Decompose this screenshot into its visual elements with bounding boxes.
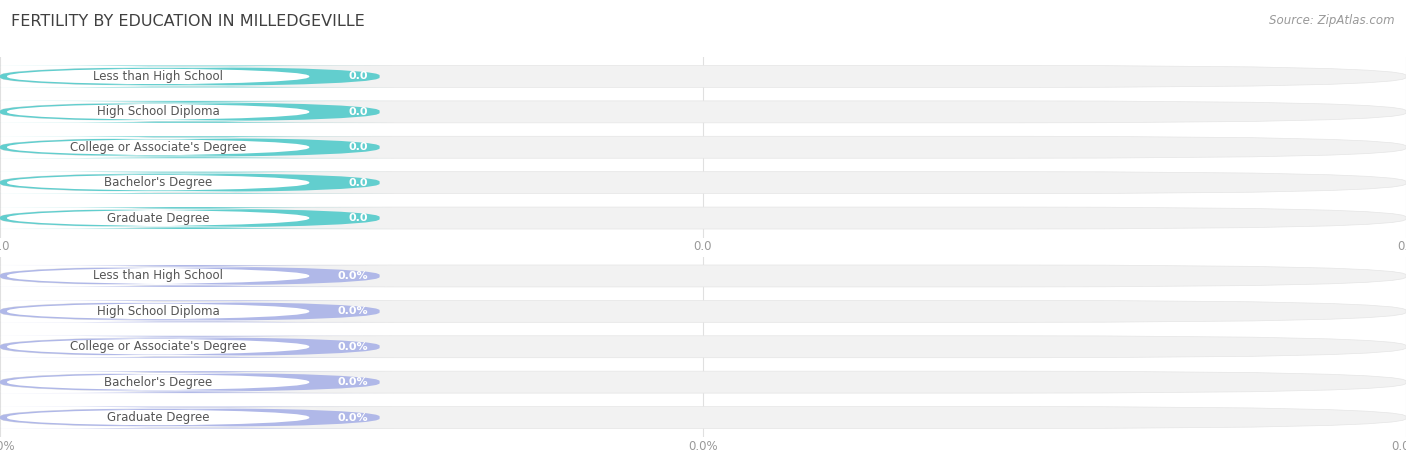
FancyBboxPatch shape <box>0 338 361 356</box>
FancyBboxPatch shape <box>0 408 361 427</box>
FancyBboxPatch shape <box>0 267 361 285</box>
Text: 0.0: 0.0 <box>349 71 368 82</box>
Text: 0.0%: 0.0% <box>337 342 368 352</box>
Text: 0.0%: 0.0% <box>337 377 368 387</box>
FancyBboxPatch shape <box>0 302 361 321</box>
FancyBboxPatch shape <box>0 101 1406 123</box>
Text: Less than High School: Less than High School <box>93 269 224 283</box>
FancyBboxPatch shape <box>0 207 1406 229</box>
FancyBboxPatch shape <box>0 336 1406 358</box>
FancyBboxPatch shape <box>0 171 1406 194</box>
FancyBboxPatch shape <box>0 136 394 158</box>
FancyBboxPatch shape <box>0 300 1406 323</box>
FancyBboxPatch shape <box>0 300 394 323</box>
Text: Graduate Degree: Graduate Degree <box>107 411 209 424</box>
Text: 0.0%: 0.0% <box>337 412 368 423</box>
Text: Less than High School: Less than High School <box>93 70 224 83</box>
FancyBboxPatch shape <box>0 265 394 287</box>
Text: 0.0: 0.0 <box>349 142 368 152</box>
FancyBboxPatch shape <box>0 336 394 358</box>
FancyBboxPatch shape <box>0 371 394 393</box>
FancyBboxPatch shape <box>0 265 1406 287</box>
FancyBboxPatch shape <box>0 136 1406 158</box>
FancyBboxPatch shape <box>0 171 394 194</box>
Text: High School Diploma: High School Diploma <box>97 105 219 118</box>
FancyBboxPatch shape <box>0 407 1406 428</box>
Text: Graduate Degree: Graduate Degree <box>107 211 209 225</box>
FancyBboxPatch shape <box>0 209 361 227</box>
Text: 0.0%: 0.0% <box>337 306 368 316</box>
Text: 0.0%: 0.0% <box>337 271 368 281</box>
FancyBboxPatch shape <box>0 207 394 229</box>
Text: College or Associate's Degree: College or Associate's Degree <box>70 340 246 353</box>
FancyBboxPatch shape <box>0 66 1406 87</box>
Text: FERTILITY BY EDUCATION IN MILLEDGEVILLE: FERTILITY BY EDUCATION IN MILLEDGEVILLE <box>11 14 366 29</box>
FancyBboxPatch shape <box>0 371 1406 393</box>
FancyBboxPatch shape <box>0 67 361 86</box>
FancyBboxPatch shape <box>0 101 394 123</box>
FancyBboxPatch shape <box>0 407 394 428</box>
Text: High School Diploma: High School Diploma <box>97 305 219 318</box>
Text: Bachelor's Degree: Bachelor's Degree <box>104 376 212 389</box>
Text: 0.0: 0.0 <box>349 107 368 117</box>
FancyBboxPatch shape <box>0 103 361 121</box>
Text: Source: ZipAtlas.com: Source: ZipAtlas.com <box>1270 14 1395 27</box>
Text: 0.0: 0.0 <box>349 213 368 223</box>
Text: 0.0: 0.0 <box>349 178 368 188</box>
FancyBboxPatch shape <box>0 373 361 391</box>
FancyBboxPatch shape <box>0 138 361 156</box>
FancyBboxPatch shape <box>0 66 394 87</box>
Text: College or Associate's Degree: College or Associate's Degree <box>70 141 246 154</box>
Text: Bachelor's Degree: Bachelor's Degree <box>104 176 212 189</box>
FancyBboxPatch shape <box>0 173 361 192</box>
